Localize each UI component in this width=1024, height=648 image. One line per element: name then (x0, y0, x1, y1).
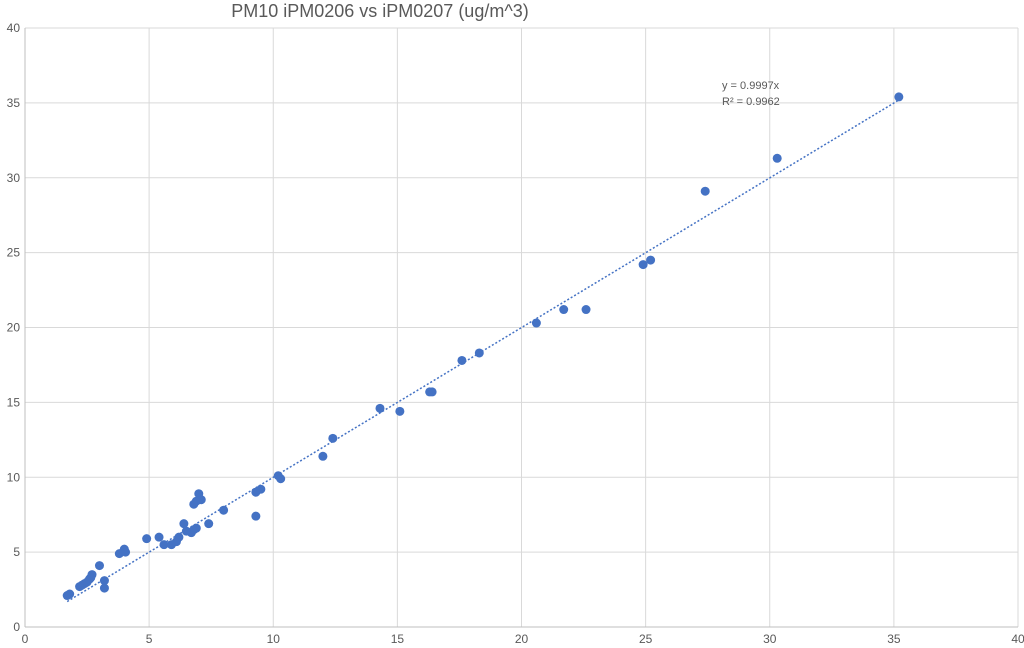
data-points (62, 92, 904, 601)
data-point (427, 387, 437, 397)
y-tick-label: 15 (7, 395, 21, 409)
data-point (638, 260, 648, 270)
data-point (276, 474, 286, 484)
data-point (395, 406, 405, 416)
trendline-equation-text: y = 0.9997x (722, 80, 780, 92)
x-tick-label: 5 (146, 632, 153, 646)
data-point (87, 570, 97, 580)
x-tick-label: 15 (391, 632, 405, 646)
x-tick-label: 20 (515, 632, 529, 646)
data-point (159, 540, 169, 550)
y-tick-label: 40 (7, 21, 21, 35)
trendline-r-squared-text: R² = 0.9962 (722, 96, 780, 108)
y-tick-label: 5 (13, 545, 20, 559)
data-point (531, 318, 541, 328)
data-point (99, 576, 109, 586)
x-tick-label: 40 (1011, 632, 1024, 646)
data-point (174, 532, 184, 542)
x-tick-label: 35 (887, 632, 901, 646)
data-point (375, 403, 385, 413)
data-point (94, 561, 104, 571)
data-point (121, 547, 131, 557)
data-point (179, 519, 189, 529)
data-point (328, 433, 338, 443)
data-point (251, 511, 261, 521)
data-point (191, 523, 201, 533)
y-tick-label: 25 (7, 246, 21, 260)
data-point (646, 255, 656, 265)
data-point (894, 92, 904, 102)
axes (24, 28, 1018, 628)
data-point (700, 186, 710, 196)
data-point (772, 153, 782, 163)
x-tick-label: 30 (763, 632, 777, 646)
data-point (474, 348, 484, 358)
y-tick-label: 10 (7, 470, 21, 484)
y-tick-label: 0 (13, 620, 20, 634)
data-point (318, 451, 328, 461)
data-point (204, 519, 214, 529)
chart-title: PM10 iPM0206 vs iPM0207 (ug/m^3) (231, 1, 529, 21)
gridlines (24, 27, 1019, 628)
data-point (65, 589, 75, 599)
data-point (196, 495, 206, 505)
data-point (559, 305, 569, 315)
tick-labels: 0 5 10 15 20 25 30 35 40 0 5 10 15 20 25 30 35 40 (7, 21, 1024, 646)
data-point (142, 534, 152, 544)
y-tick-label: 35 (7, 96, 21, 110)
x-tick-label: 0 (22, 632, 29, 646)
data-point (99, 583, 109, 593)
x-tick-label: 25 (639, 632, 653, 646)
data-point (457, 355, 467, 365)
data-point (581, 305, 591, 315)
data-point (219, 505, 229, 515)
y-tick-label: 30 (7, 171, 21, 185)
data-point (154, 532, 164, 542)
y-tick-label: 20 (7, 321, 21, 335)
x-tick-label: 10 (267, 632, 281, 646)
data-point (256, 484, 266, 494)
trendline-equation: y = 0.9997x R² = 0.9962 (722, 80, 780, 108)
